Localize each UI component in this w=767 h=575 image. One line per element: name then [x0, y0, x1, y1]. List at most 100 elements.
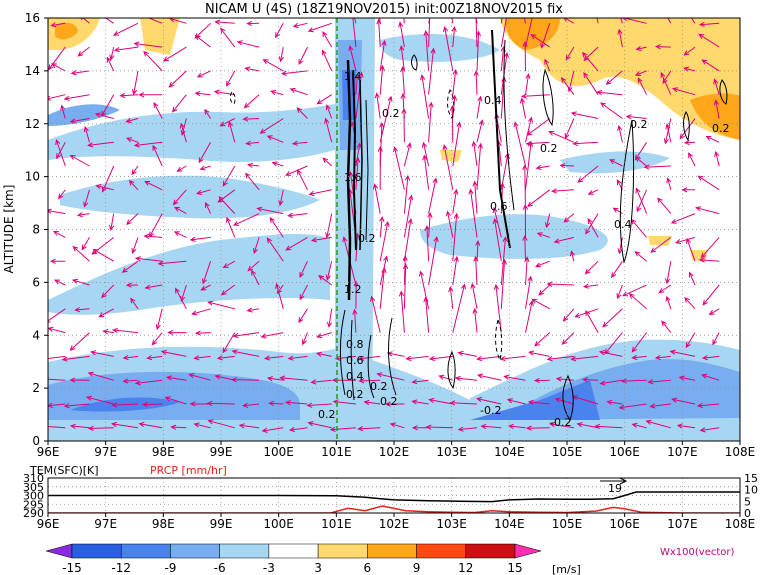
wind-vector — [685, 332, 696, 349]
colorbar-swatch — [367, 543, 417, 559]
wind-vector — [280, 70, 308, 76]
wind-vector — [104, 18, 114, 24]
wind-vector — [194, 90, 211, 97]
series-label-prcp: PRCP [mm/hr] — [150, 464, 227, 477]
wind-vector — [231, 377, 260, 383]
colorbar-swatch — [317, 543, 368, 559]
wind-vector — [428, 177, 438, 214]
main-x-ticks: 96E 97E 98E 99E 100E 101E 102E 103E 104E 105E 106E… — [37, 441, 755, 459]
x-tick-label: 100E — [263, 517, 294, 531]
wind-vector — [98, 308, 114, 318]
wind-vector — [701, 373, 720, 381]
shade-mid-east — [420, 214, 608, 259]
contour-label: 0.2 — [382, 107, 400, 120]
wind-vector — [457, 350, 478, 357]
shade-negative-east-core — [470, 380, 600, 420]
wind-vector — [427, 211, 433, 238]
wind-vector — [428, 101, 434, 143]
wind-vector — [384, 401, 405, 407]
left-tick-label: 290 — [23, 507, 44, 520]
wind-vector — [48, 423, 66, 429]
wind-vector — [285, 165, 308, 176]
wind-vector — [243, 94, 260, 109]
wind-vector — [270, 89, 284, 96]
contour-label: -0.2 — [550, 416, 571, 429]
colorbar: -15 -12 -9 -6 -3 3 6 9 12 15 — [45, 543, 542, 575]
wind-vector — [242, 116, 260, 122]
wind-vector — [631, 422, 647, 429]
wind-vector — [202, 261, 212, 285]
wind-vector — [400, 92, 406, 119]
left-tick-label: 300 — [23, 490, 44, 503]
wind-vector — [275, 23, 284, 39]
contour-label: 1.4 — [344, 70, 362, 83]
wind-vector — [236, 40, 260, 48]
wind-vector — [81, 237, 90, 251]
wind-vector — [581, 51, 599, 72]
wind-vector — [101, 94, 115, 117]
wind-vector — [125, 282, 139, 288]
y-tick-label: 16 — [25, 11, 40, 25]
wind-vector — [451, 25, 457, 48]
wind-vector — [492, 217, 502, 262]
wind-vector — [266, 376, 284, 382]
wind-vector — [49, 258, 66, 264]
wind-vector — [665, 295, 672, 309]
wind-vector — [244, 66, 260, 72]
wind-vector — [133, 41, 163, 48]
x-tick-label: 102E — [379, 517, 410, 531]
wind-vector — [424, 225, 430, 262]
wind-vector — [288, 426, 308, 433]
wind-vector — [217, 189, 236, 203]
wind-vector — [634, 251, 647, 262]
wind-vector — [358, 378, 381, 384]
wind-vector — [193, 355, 211, 361]
wind-vector — [637, 77, 648, 95]
wind-vector — [654, 44, 671, 50]
wind-vector — [695, 206, 720, 215]
wind-vector — [403, 218, 413, 262]
x-tick-label: 105E — [552, 517, 583, 531]
wind-vector — [146, 355, 163, 361]
wind-vector — [131, 237, 139, 254]
wind-vector — [620, 378, 647, 384]
wind-vector — [683, 46, 696, 56]
chart-title: NICAM U (4S) (18Z19NOV2015) init:00Z18NO… — [205, 2, 563, 17]
x-tick-label: 101E — [321, 517, 352, 531]
wind-vector — [425, 424, 453, 430]
wind-vector — [149, 213, 163, 238]
wind-vector — [476, 355, 502, 362]
wind-vector — [379, 215, 385, 238]
wind-vector — [226, 216, 236, 238]
wind-vector — [291, 140, 308, 146]
wind-vector — [526, 118, 550, 136]
wind-vector — [144, 181, 163, 191]
colorbar-tick-label: -9 — [164, 561, 176, 575]
wind-vector — [285, 236, 308, 251]
wind-vector — [452, 212, 459, 262]
wind-vector — [420, 74, 430, 119]
wind-vector — [134, 256, 163, 262]
wind-vector — [70, 70, 90, 76]
wind-vector — [530, 34, 550, 48]
wind-vector — [246, 20, 260, 27]
wind-vector — [480, 423, 502, 430]
x-tick-label: 103E — [436, 517, 467, 531]
wind-vector — [577, 165, 599, 183]
wind-vector — [525, 300, 534, 333]
wind-vector — [596, 89, 623, 96]
wind-vector — [476, 396, 502, 405]
wind-vector — [657, 197, 672, 214]
wind-vector — [398, 290, 405, 333]
wind-vector — [287, 212, 308, 218]
wind-vector — [299, 284, 308, 301]
wind-vector — [445, 210, 454, 238]
wind-vector — [399, 44, 405, 71]
wind-vector — [329, 426, 356, 432]
wind-vector — [421, 141, 430, 167]
x-tick-label: 97E — [94, 517, 117, 531]
wind-vector — [76, 212, 90, 218]
wind-vector — [671, 87, 696, 96]
wind-vector — [475, 18, 478, 48]
annotation-value: 19 — [608, 482, 622, 495]
